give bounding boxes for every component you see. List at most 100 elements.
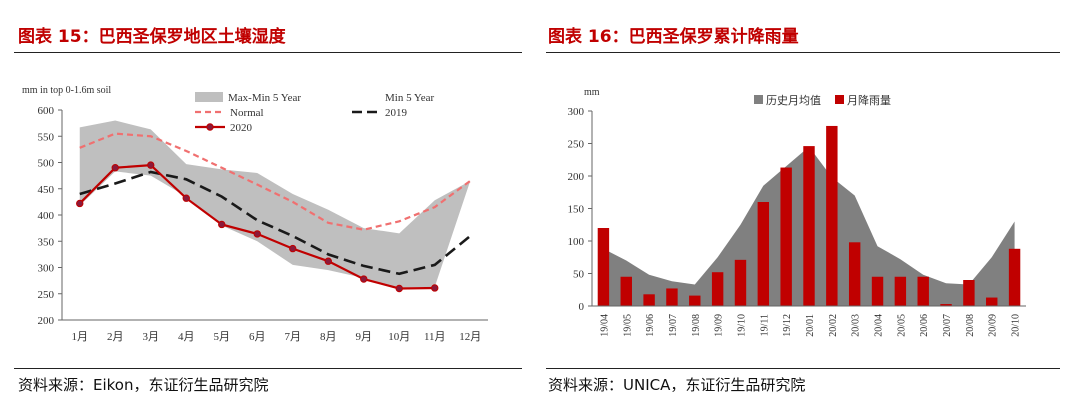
legend-2020-label: 2020: [230, 122, 253, 134]
legend-hist-label: 历史月均值: [766, 94, 821, 107]
x-tick-label: 19/12: [782, 314, 793, 337]
figure-15-title: 图表 15：巴西圣保罗地区土壤湿度: [18, 27, 286, 47]
x-tick-label: 19/06: [645, 314, 656, 337]
point-2020: [395, 284, 403, 293]
y-tick-label: 200: [568, 171, 585, 183]
x-tick-label: 20/02: [828, 314, 839, 337]
y-tick-label: 550: [38, 131, 55, 143]
rainfall-bar: [757, 202, 770, 306]
x-tick-label: 20/09: [988, 314, 999, 337]
x-tick-label: 20/04: [874, 314, 885, 337]
y-tick-label: 350: [38, 236, 55, 248]
x-tick-label: 10月: [388, 331, 410, 343]
x-tick-label: 3月: [143, 331, 160, 343]
rainfall-bar: [871, 276, 884, 306]
point-2020: [360, 275, 368, 283]
legend-band-label: Max-Min 5 Year: [228, 92, 301, 104]
point-2020: [253, 230, 261, 238]
rainfall-bar: [940, 304, 952, 306]
rainfall-bar: [780, 167, 792, 306]
point-2020: [289, 244, 297, 253]
legend-2020-marker: [206, 123, 214, 131]
x-tick-label: 19/09: [714, 314, 725, 337]
x-tick-label: 19/07: [668, 314, 679, 337]
x-tick-label: 19/11: [759, 314, 770, 336]
soil-moisture-chart: mm in top 0-1.6m soil 200 250 300 350 400 450 5…: [22, 85, 488, 343]
legend-hist-swatch: [754, 95, 763, 104]
source-divider: [546, 368, 1060, 369]
source-divider: [14, 368, 522, 369]
legend-rain-swatch: [835, 95, 844, 104]
x-tick-label: 12月: [459, 331, 481, 343]
unit-label: mm: [584, 87, 600, 98]
y-tick-label: 600: [38, 105, 55, 117]
y-tick-label: 250: [38, 289, 55, 301]
x-tick-label: 20/01: [805, 314, 816, 337]
y-tick-label: 450: [38, 184, 55, 196]
y-tick-label: 100: [568, 236, 585, 248]
unit-label: mm in top 0-1.6m soil: [22, 85, 111, 96]
x-tick-label: 5月: [214, 331, 231, 343]
legend-normal-label: Normal: [230, 107, 264, 119]
point-2020: [324, 257, 332, 265]
point-2020: [147, 161, 155, 169]
x-tick-label: 1月: [72, 331, 89, 343]
y-tick-label: 250: [568, 139, 585, 151]
rainfall-bar: [689, 295, 701, 306]
y-tick-label: 500: [38, 158, 55, 170]
rainfall-bar: [666, 288, 678, 306]
source-note: 资料来源：Eikon，东证衍生品研究院: [18, 376, 269, 394]
legend-band-swatch: [195, 92, 223, 102]
rainfall-bar: [894, 276, 907, 306]
title-divider: [546, 52, 1060, 53]
normal-line: [79, 132, 471, 231]
rainfall-bar: [1008, 248, 1021, 306]
x-tick-label: 20/03: [851, 314, 862, 337]
x-tick-label: 20/08: [965, 314, 976, 337]
x-tick-label: 4月: [178, 331, 195, 343]
line-2019: [79, 170, 472, 276]
figure-16-title: 图表 16：巴西圣保罗累计降雨量: [548, 27, 799, 47]
y-tick-label: 150: [568, 204, 585, 216]
y-tick-label: 300: [568, 106, 585, 118]
x-tick-label: 6月: [249, 331, 266, 343]
title-divider: [14, 52, 522, 53]
x-tick-label: 20/10: [1011, 314, 1022, 337]
x-tick-label: 7月: [285, 331, 302, 343]
x-tick-label: 20/05: [896, 314, 907, 337]
point-2020: [431, 284, 439, 292]
point-2020: [76, 199, 84, 208]
x-tick-label: 8月: [320, 331, 337, 343]
rainfall-bar: [803, 146, 815, 306]
rainfall-bar: [711, 272, 724, 306]
x-tick-label: 19/05: [622, 314, 633, 337]
y-tick-label: 300: [38, 263, 55, 275]
rainfall-bar: [597, 228, 610, 306]
legend-min5-label: Min 5 Year: [385, 92, 435, 104]
rainfall-bar: [734, 259, 747, 306]
rainfall-bar: [643, 294, 655, 306]
y-tick-label: 400: [38, 210, 55, 222]
soil-moisture-panel: 图表 15：巴西圣保罗地区土壤湿度 mm in top 0-1.6m soil 2…: [14, 27, 522, 394]
y-tick-label: 200: [38, 315, 55, 327]
rainfall-bar: [848, 242, 861, 306]
y-tick-label: 0: [579, 301, 585, 313]
rainfall-bar: [620, 276, 632, 306]
y-tick-label: 50: [573, 269, 585, 281]
point-2020: [218, 220, 226, 229]
rainfall-bar: [917, 276, 929, 306]
rainfall-chart: mm 0 50 100 150 200 250 300 19/04 19/05 19/06 19/07…: [568, 87, 1026, 337]
point-2020: [182, 194, 190, 202]
x-tick-label: 2月: [107, 331, 124, 343]
rainfall-bar: [986, 297, 998, 306]
max-min-band: [79, 120, 471, 288]
rainfall-bar: [963, 280, 975, 306]
x-tick-label: 9月: [356, 331, 373, 343]
x-tick-label: 11月: [424, 331, 446, 343]
source-note: 资料来源：UNICA，东证衍生品研究院: [548, 376, 806, 394]
x-tick-label: 20/07: [942, 314, 953, 337]
legend-2019-label: 2019: [385, 107, 408, 119]
point-2020: [111, 164, 119, 172]
x-tick-label: 19/04: [599, 314, 610, 337]
rainfall-bar: [826, 125, 838, 306]
